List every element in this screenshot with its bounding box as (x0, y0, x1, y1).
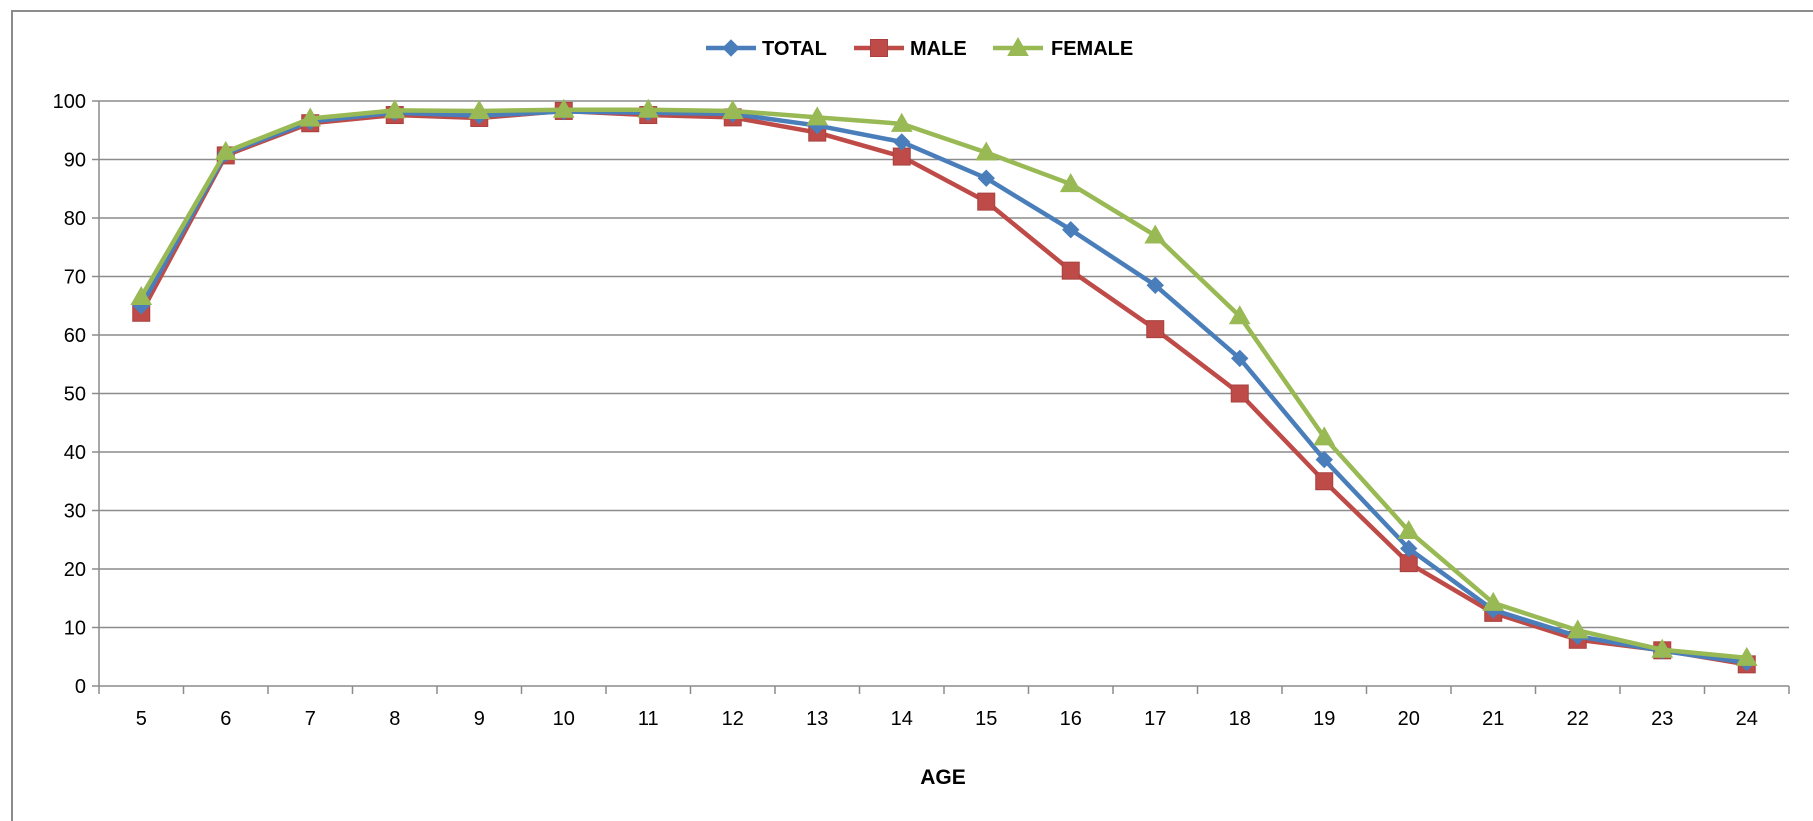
female-point (1482, 591, 1505, 611)
male-point (1061, 261, 1080, 280)
x-tick-label: 23 (1651, 708, 1673, 730)
x-tick-label: 10 (553, 708, 575, 730)
female-point (1735, 646, 1758, 666)
legend: TOTAL MALE FEMALE (706, 36, 1133, 60)
x-tick-label: 9 (474, 708, 485, 730)
legend-label-female: FEMALE (1051, 38, 1133, 60)
x-tick-label: 24 (1736, 708, 1758, 730)
legend-item-female: FEMALE (993, 36, 1133, 60)
y-tick-label: 0 (75, 676, 86, 698)
x-tick-label: 13 (806, 708, 828, 730)
male-point (977, 192, 996, 211)
female-point (1566, 619, 1589, 639)
x-tick-label: 18 (1229, 708, 1251, 730)
male-point (1315, 472, 1334, 491)
female-point (130, 285, 153, 305)
y-tick-label: 60 (64, 325, 86, 347)
x-tick-label: 8 (389, 708, 400, 730)
x-tick-label: 12 (722, 708, 744, 730)
female-point (1313, 426, 1336, 446)
female-point (1059, 173, 1082, 193)
series-male (132, 101, 1756, 674)
x-tick-label: 22 (1567, 708, 1589, 730)
x-tick-label: 6 (220, 708, 231, 730)
total-point (1231, 349, 1249, 368)
female-point (1651, 638, 1674, 658)
total-point (893, 133, 911, 151)
legend-swatch-marker (722, 39, 740, 57)
female-point (806, 106, 829, 126)
y-tick-label: 30 (64, 501, 86, 523)
female-point (299, 107, 322, 127)
female-point (1228, 305, 1251, 325)
total-point (977, 169, 995, 187)
y-tick-label: 90 (64, 150, 86, 172)
legend-item-total: TOTAL (706, 38, 827, 60)
legend-swatch-marker (870, 39, 888, 57)
y-tick-label: 80 (64, 208, 86, 230)
x-axis-title: AGE (920, 766, 966, 789)
legend-swatch-marker (1007, 36, 1029, 56)
male-point (1230, 384, 1249, 403)
female-point (890, 112, 913, 132)
series-female (130, 98, 1758, 666)
x-tick-label: 11 (638, 708, 659, 730)
x-tick-label: 15 (975, 708, 997, 730)
x-tick-label: 20 (1398, 708, 1420, 730)
series-lines (130, 98, 1758, 674)
female-line (139, 107, 1747, 661)
female-point (383, 99, 406, 119)
x-tick-label: 14 (891, 708, 913, 730)
x-tick-label: 21 (1482, 708, 1504, 730)
series-total (132, 102, 1756, 672)
total-point (1146, 276, 1164, 294)
y-tick-label: 10 (64, 618, 86, 640)
x-tick-label: 17 (1144, 708, 1166, 730)
y-tick-label: 100 (53, 91, 86, 113)
female-point (637, 98, 660, 118)
female-point (552, 98, 575, 118)
y-tick-label: 70 (64, 267, 86, 289)
x-tick-label: 7 (305, 708, 316, 730)
female-point (1144, 224, 1167, 244)
total-point (1315, 450, 1333, 469)
female-point (468, 99, 491, 119)
x-tick-label: 19 (1313, 708, 1335, 730)
male-point (1146, 320, 1165, 339)
y-tick-label: 40 (64, 442, 86, 464)
x-tick-label: 5 (136, 708, 147, 730)
y-tick-label: 50 (64, 384, 86, 406)
total-line (139, 109, 1748, 665)
total-point (1400, 539, 1418, 558)
gridlines (99, 100, 1789, 629)
x-tick-label: 16 (1060, 708, 1082, 730)
female-point (721, 99, 744, 119)
total-point (1062, 220, 1080, 239)
legend-item-male: MALE (854, 38, 967, 60)
female-point (975, 141, 998, 161)
male-line (139, 108, 1748, 667)
axes: 0 10 20 30 40 50 60 70 80 90 100 5 6 7 8 9 10 11 12 13 14 15 1… (53, 91, 1790, 730)
female-point (1397, 519, 1420, 539)
legend-label-total: TOTAL (762, 38, 827, 60)
legend-label-male: MALE (910, 38, 967, 60)
female-point (214, 140, 237, 160)
y-tick-label: 20 (64, 559, 86, 581)
